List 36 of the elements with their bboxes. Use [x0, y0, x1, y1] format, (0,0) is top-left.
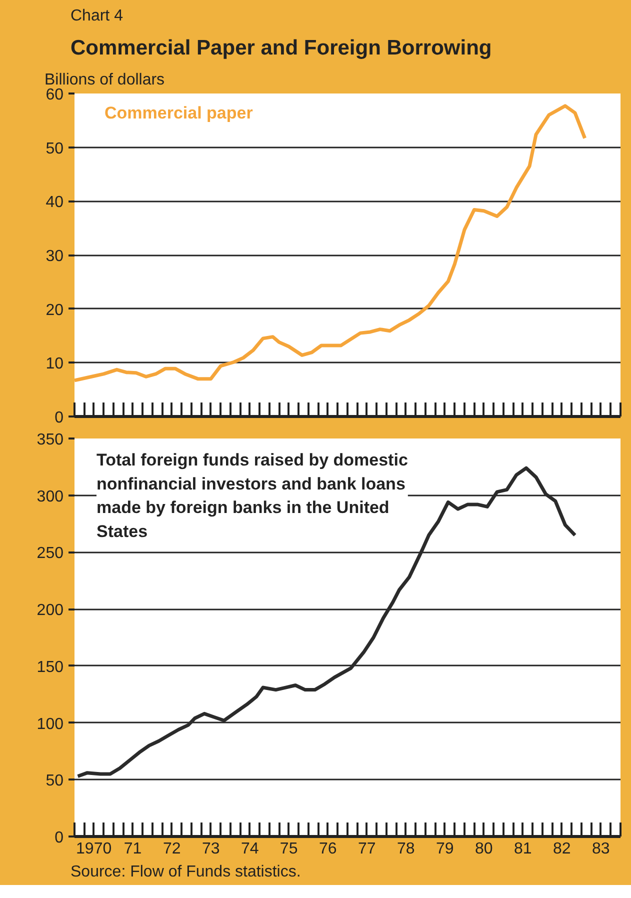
x-tick-label: 77	[358, 840, 376, 858]
x-tick-label: 71	[124, 840, 142, 858]
y-tick-label: 200	[36, 602, 64, 620]
y-tick-label: 40	[46, 194, 64, 212]
caption: Chart 4	[70, 8, 124, 24]
y-tick-label: 60	[46, 86, 64, 104]
y-tick-label: 50	[46, 772, 64, 790]
line-series	[74, 104, 587, 382]
x-tick-label: 75	[280, 840, 298, 858]
series-label: Total foreign funds raised by domestic nonfinancial investors and bank loans made by foreign banks in the United States	[96, 450, 408, 541]
x-tick-label: 72	[162, 840, 181, 858]
text: Commercial paper	[104, 104, 254, 122]
y-tick-label: 0	[54, 410, 64, 426]
x-tick-label: 76	[319, 840, 337, 858]
y-tick-label: 10	[46, 356, 64, 373]
x-tick-label: 82	[552, 840, 571, 858]
y-tick-label: 250	[36, 545, 64, 562]
y-tick-label: 150	[36, 658, 64, 676]
x-tick-label: 73	[202, 840, 220, 858]
y-tick-label: 300	[36, 488, 64, 506]
x-tick-label: 74	[240, 840, 259, 858]
source-note: Source: Flow of Funds statistics.	[70, 864, 301, 880]
y-axis-title: Billions of dollars	[44, 72, 165, 88]
x-tick-label: 81	[514, 840, 532, 858]
y-tick-label: 30	[46, 248, 64, 265]
x-tick-label: 83	[592, 840, 610, 858]
x-tick-label: 80	[475, 840, 493, 858]
chart-title: Commercial Paper and Foreign Borrowing	[70, 36, 492, 60]
y-tick-label: 50	[46, 140, 64, 158]
y-tick-label: 350	[36, 432, 64, 448]
x-tick-label: 79	[436, 840, 454, 858]
y-tick-label: 100	[36, 716, 64, 733]
x-tick-label: 1970	[76, 840, 112, 858]
y-tick-label: 0	[54, 830, 64, 846]
y-tick-label: 20	[46, 302, 64, 319]
x-tick-label: 78	[396, 840, 415, 858]
